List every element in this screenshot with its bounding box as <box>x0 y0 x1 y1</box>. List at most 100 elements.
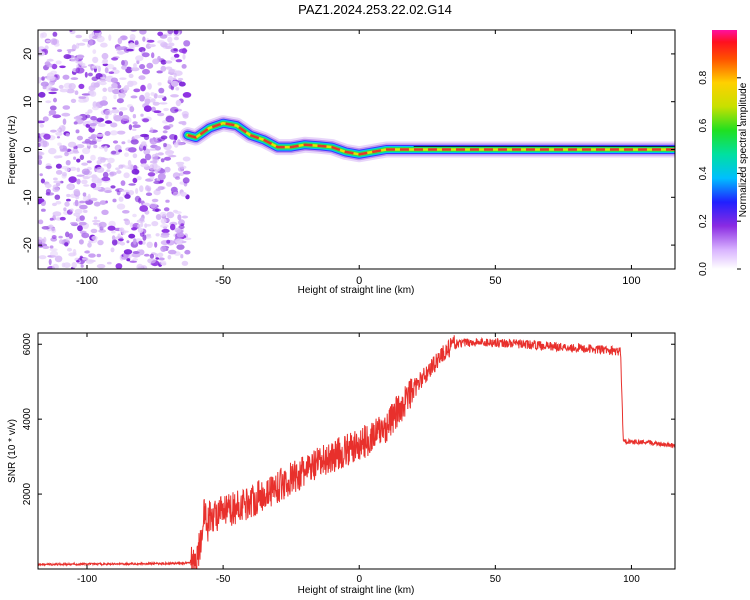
noise-speckle <box>112 198 117 203</box>
noise-speckle <box>143 96 152 100</box>
noise-speckle <box>84 71 88 78</box>
noise-speckle <box>153 165 162 172</box>
spectrogram-ylabel: Frequency (Hz) <box>7 116 18 185</box>
noise-speckle <box>108 220 116 228</box>
noise-speckle <box>156 95 165 99</box>
snr-y-ticks: 2000 4000 6000 <box>22 333 675 505</box>
noise-speckle <box>139 30 147 35</box>
noise-speckle <box>90 228 98 234</box>
noise-speckle <box>38 120 45 124</box>
x-tick-label: -50 <box>216 574 231 585</box>
noise-speckle <box>151 106 156 113</box>
noise-speckle <box>167 30 174 35</box>
noise-speckle <box>55 131 63 136</box>
noise-speckle <box>74 199 79 207</box>
noise-speckle <box>178 121 186 125</box>
noise-speckle <box>106 169 111 173</box>
noise-speckle <box>57 49 63 53</box>
noise-speckle <box>102 171 109 179</box>
noise-speckle <box>91 235 98 241</box>
noise-speckle <box>155 257 159 260</box>
noise-speckle <box>106 63 115 70</box>
noise-speckle <box>122 210 130 214</box>
noise-speckle <box>66 198 71 202</box>
noise-speckle <box>46 63 53 68</box>
noise-speckle <box>141 141 147 145</box>
noise-speckle <box>157 173 166 181</box>
noise-speckle <box>59 145 64 150</box>
noise-speckle <box>167 254 172 260</box>
noise-speckle <box>90 182 97 189</box>
noise-speckle <box>39 123 45 128</box>
noise-speckle <box>93 216 98 220</box>
noise-speckle <box>130 95 138 99</box>
noise-speckle <box>90 134 97 139</box>
noise-speckle <box>126 240 130 244</box>
noise-speckle <box>40 140 50 148</box>
noise-speckle <box>65 237 71 241</box>
snr-series-line <box>38 335 675 569</box>
noise-speckle <box>67 141 77 148</box>
noise-speckle <box>110 130 118 136</box>
noise-speckle <box>56 136 61 139</box>
y-tick-label: -10 <box>22 189 34 205</box>
noise-speckle <box>166 211 175 219</box>
noise-speckle <box>52 263 59 269</box>
noise-speckle <box>137 224 142 228</box>
noise-speckle <box>76 167 81 173</box>
noise-speckle <box>56 155 63 159</box>
noise-speckle <box>83 184 90 187</box>
noise-speckle <box>89 123 97 127</box>
ridge-core <box>187 121 675 156</box>
noise-speckle <box>149 138 158 145</box>
noise-speckle <box>93 30 101 33</box>
noise-speckle <box>153 180 162 185</box>
noise-speckle <box>146 39 155 43</box>
noise-speckle <box>137 227 144 233</box>
noise-speckle <box>138 240 144 245</box>
noise-speckle <box>111 230 116 234</box>
noise-speckle <box>90 116 97 121</box>
noise-speckle <box>38 142 41 148</box>
noise-speckle <box>167 36 173 43</box>
noise-speckle <box>156 70 163 74</box>
noise-speckle <box>104 110 110 116</box>
noise-speckle <box>104 120 113 124</box>
noise-speckle <box>55 200 62 205</box>
noise-speckle <box>128 183 136 186</box>
noise-speckle <box>79 204 88 210</box>
noise-speckle <box>149 202 157 209</box>
noise-speckle <box>181 47 187 55</box>
noise-speckle <box>135 188 139 194</box>
noise-speckle <box>49 248 58 252</box>
noise-speckle <box>88 253 96 258</box>
noise-speckle <box>116 51 126 55</box>
noise-speckle <box>171 80 179 87</box>
noise-speckle <box>144 153 152 161</box>
noise-speckle <box>59 65 66 69</box>
noise-speckle <box>146 62 154 69</box>
noise-speckle <box>165 60 173 64</box>
noise-speckle <box>68 176 77 184</box>
noise-speckle <box>76 174 85 177</box>
noise-speckle <box>70 77 79 80</box>
noise-speckle <box>150 92 155 96</box>
noise-speckle <box>105 114 109 120</box>
colorbar-label: Normalized spectral amplitude <box>738 82 749 217</box>
noise-speckle <box>95 133 105 137</box>
noise-speckle <box>151 221 159 227</box>
noise-speckle <box>174 109 179 112</box>
noise-speckle <box>71 262 77 269</box>
noise-speckle <box>182 170 191 175</box>
noise-speckle <box>126 48 134 52</box>
noise-speckle <box>143 105 152 112</box>
noise-speckle <box>43 236 47 243</box>
noise-speckle <box>140 113 144 117</box>
noise-speckle <box>158 257 165 261</box>
noise-speckle <box>78 83 85 89</box>
noise-speckle <box>81 257 89 261</box>
noise-speckle <box>99 100 108 106</box>
x-tick-label: 100 <box>622 275 640 287</box>
noise-speckle <box>68 83 76 90</box>
noise-speckle <box>38 198 45 203</box>
